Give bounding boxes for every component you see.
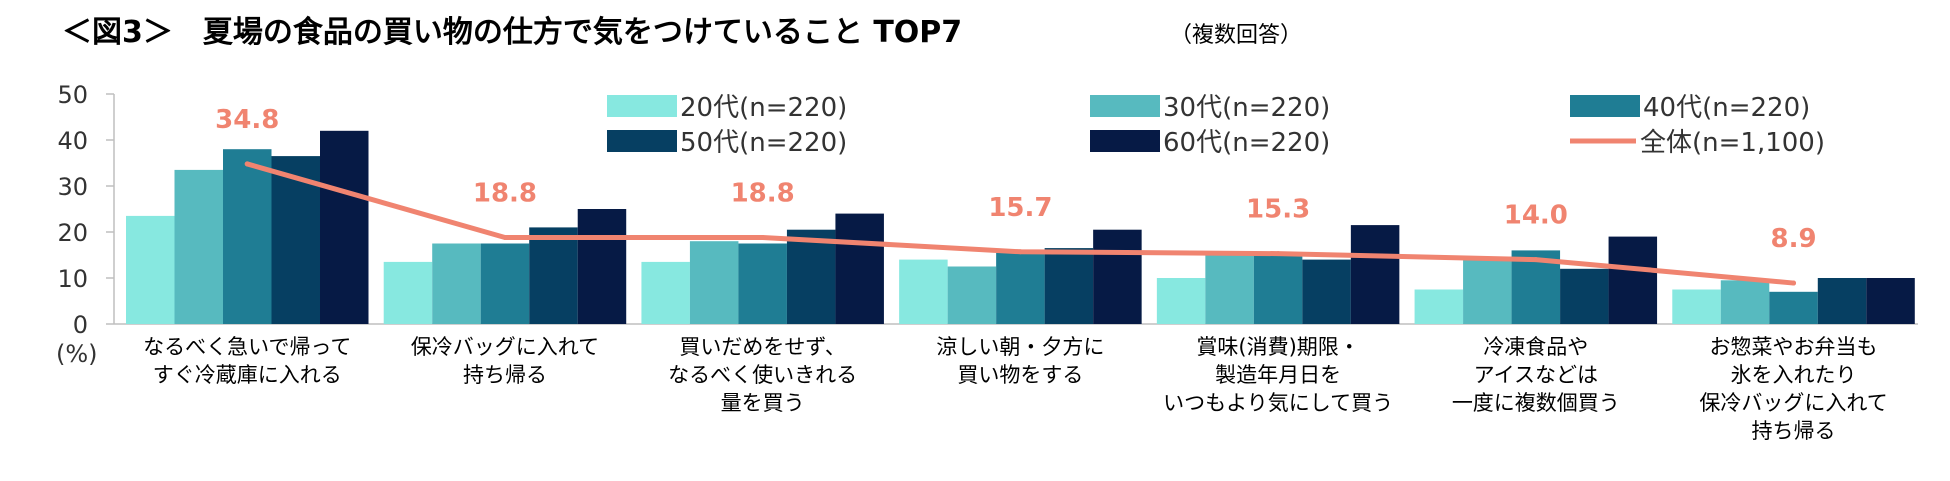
legend-label: 全体(n=1,100) (1640, 128, 1825, 158)
legend-swatch (607, 130, 677, 152)
total-point (1791, 280, 1797, 286)
legend-label: 50代(n=220) (680, 128, 847, 158)
unit-label: (%) (56, 340, 98, 368)
category-label: 賞味(消費)期限・製造年月日をいつもより気にして買う (1163, 335, 1393, 415)
category-label: 冷凍食品やアイスなどは一度に複数個買う (1452, 335, 1620, 415)
bar (174, 169, 223, 324)
bar (899, 259, 948, 324)
category-label-line: 保冷バッグに入れて (1699, 391, 1887, 415)
bar (320, 130, 369, 324)
category-label-line: 製造年月日を (1215, 363, 1341, 387)
bars (126, 130, 1915, 324)
bar (1463, 257, 1512, 324)
legend-swatch (1090, 130, 1160, 152)
category-label-line: 買いだめをせず、 (679, 335, 846, 359)
y-tick-label: 20 (57, 219, 88, 247)
category-label-line: 持ち帰る (463, 363, 547, 387)
category-label-line: 持ち帰る (1752, 419, 1836, 443)
chart-subtitle: （複数回答） (1170, 23, 1302, 48)
total-line: 34.8 18.8 18.8 15.7 15.3 14.0 8.9 (215, 105, 1817, 286)
chart-title: ＜図3＞ 夏場の食品の買い物の仕方で気をつけていること TOP7 (62, 15, 962, 50)
category-label-line: 氷を入れたり (1731, 363, 1857, 387)
bar (1253, 252, 1303, 324)
bar (1205, 255, 1254, 324)
bar (1720, 280, 1770, 324)
category-label-line: 一度に複数個買う (1452, 391, 1620, 415)
category-label-line: 量を買う (721, 391, 805, 415)
bar (1866, 278, 1915, 324)
bar (1560, 268, 1609, 324)
category-label: 涼しい朝・夕方に買い物をする (936, 335, 1104, 387)
category-label-line: 賞味(消費)期限・ (1196, 335, 1359, 359)
data-label: 8.9 (1771, 224, 1817, 254)
legend-label: 40代(n=220) (1643, 93, 1810, 123)
category-labels: なるべく急いで帰ってすぐ冷蔵庫に入れる保冷バッグに入れて持ち帰る買いだめをせず、… (143, 335, 1888, 443)
bar (1769, 291, 1818, 324)
category-label-line: なるべく急いで帰って (143, 335, 351, 359)
legend-swatch (607, 95, 677, 117)
legend: 20代(n=220) 30代(n=220) 40代(n=220) 50代(n=220)… (607, 93, 1825, 158)
total-point (1533, 257, 1539, 263)
bar (786, 229, 836, 324)
category-label-line: アイスなどは (1474, 363, 1598, 387)
category-label-line: お惣菜やお弁当も (1710, 335, 1878, 359)
category-label: お惣菜やお弁当も氷を入れたり保冷バッグに入れて持ち帰る (1699, 335, 1887, 443)
legend-label: 20代(n=220) (680, 93, 847, 123)
y-tick-label: 40 (57, 127, 88, 155)
bar (529, 227, 578, 324)
bar (1093, 229, 1142, 324)
bar (835, 213, 884, 324)
bar (947, 266, 997, 324)
bar (480, 243, 530, 324)
category-label-line: すぐ冷蔵庫に入れる (153, 363, 342, 387)
category-label: なるべく急いで帰ってすぐ冷蔵庫に入れる (143, 335, 351, 387)
bar (126, 215, 175, 324)
legend-label: 60代(n=220) (1163, 128, 1330, 158)
bar (1608, 236, 1658, 324)
legend-swatch (1090, 95, 1160, 117)
bar (641, 261, 690, 324)
bar (996, 252, 1045, 324)
data-label: 15.7 (988, 193, 1052, 223)
category-label-line: いつもより気にして買う (1163, 391, 1393, 415)
category-label-line: 買い物をする (957, 363, 1083, 387)
total-point (760, 235, 766, 241)
category-label-line: 冷凍食品や (1483, 335, 1588, 359)
bar (432, 243, 481, 324)
bar (1672, 289, 1721, 324)
bar (1044, 248, 1094, 324)
y-tick-label: 10 (57, 265, 88, 293)
data-label: 18.8 (731, 179, 795, 209)
bar (383, 261, 433, 324)
total-point (1275, 251, 1281, 257)
category-label-line: 涼しい朝・夕方に (936, 335, 1104, 359)
bar (1350, 225, 1400, 324)
bar (1156, 278, 1206, 324)
total-point (502, 235, 508, 241)
category-label: 買いだめをせず、なるべく使いきれる量を買う (668, 335, 857, 415)
bar (1302, 259, 1351, 324)
y-tick-label: 0 (73, 311, 88, 339)
bar (689, 241, 739, 324)
data-label: 14.0 (1504, 201, 1568, 231)
bar (577, 209, 627, 324)
category-label-line: なるべく使いきれる (668, 363, 857, 387)
legend-swatch (1570, 95, 1640, 117)
category-label-line: 保冷バッグに入れて (411, 335, 599, 359)
total-point (244, 161, 250, 167)
category-label: 保冷バッグに入れて持ち帰る (411, 335, 599, 387)
bar (223, 149, 272, 324)
bar (1817, 278, 1867, 324)
data-label: 18.8 (473, 179, 537, 209)
y-tick-label: 30 (57, 173, 88, 201)
bar (738, 243, 787, 324)
y-tick-label: 50 (57, 81, 88, 109)
total-point (1017, 249, 1023, 255)
data-label: 34.8 (215, 105, 279, 135)
bar (1414, 289, 1464, 324)
data-label: 15.3 (1246, 195, 1310, 225)
legend-label: 30代(n=220) (1163, 93, 1330, 123)
